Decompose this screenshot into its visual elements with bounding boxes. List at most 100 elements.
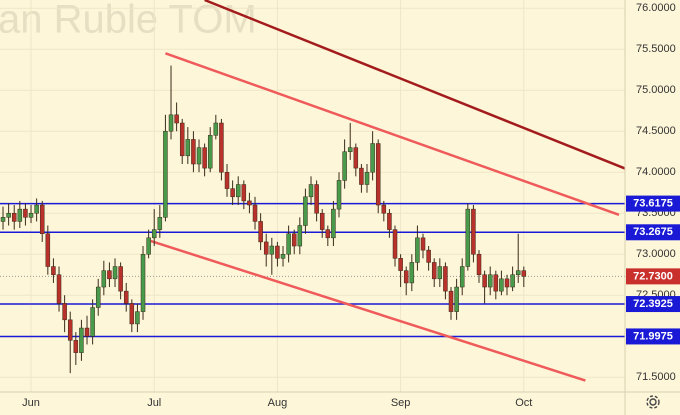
candle-body (443, 266, 448, 292)
candle-body (168, 114, 174, 132)
candle-body (314, 184, 319, 214)
candle-body (471, 208, 476, 255)
candle-body (448, 290, 454, 312)
price-tag (626, 328, 680, 345)
candle-body (336, 180, 342, 210)
candle-body (62, 303, 67, 321)
candle-body (286, 233, 291, 255)
price-tag-label: 72.3925 (633, 298, 673, 310)
candle-body (101, 270, 107, 288)
candle-body (303, 196, 308, 226)
settings-icon[interactable] (646, 395, 660, 409)
price-tag (626, 195, 680, 212)
candle-body (252, 204, 258, 222)
candle-body (11, 212, 17, 222)
candle-body (370, 143, 375, 173)
candle-body (487, 274, 493, 288)
candle-body (398, 258, 403, 271)
price-tag-label: 71.9975 (633, 330, 673, 342)
candle-body (39, 204, 45, 234)
candle-body (258, 221, 263, 243)
candle-body (342, 151, 347, 181)
candle-body (67, 319, 73, 341)
candle-body (325, 229, 331, 239)
candle-body (179, 122, 185, 157)
price-tag-label: 73.2675 (633, 226, 673, 238)
candle-body (56, 274, 62, 304)
candle-body (0, 217, 6, 222)
price-tag (626, 224, 680, 241)
watermark: an Ruble TOM (0, 0, 257, 42)
candle-body (17, 208, 23, 222)
candle-body (493, 274, 499, 292)
candle-body (140, 253, 146, 312)
trend-line (148, 239, 586, 382)
candle-body (454, 286, 459, 312)
candle-body (353, 147, 359, 169)
candle-body (191, 139, 196, 165)
candle-body (515, 270, 521, 275)
candle-body (431, 262, 437, 280)
candle-body (213, 122, 219, 136)
candle-body (135, 311, 140, 325)
candle-body (347, 147, 353, 152)
x-tick-label: Jul (147, 397, 161, 409)
price-tag (626, 268, 680, 285)
candle-body (319, 212, 325, 230)
candle-body (230, 188, 235, 198)
candle-body (409, 262, 415, 284)
candle-body (107, 270, 112, 280)
axes: 71.500072.000072.500073.000073.500074.00… (22, 2, 680, 409)
price-tag-label: 72.7300 (633, 270, 673, 282)
candle-body (45, 233, 51, 267)
candle-body (308, 184, 314, 198)
candle-body (207, 135, 213, 169)
candle-body (263, 241, 269, 255)
candle-body (235, 184, 241, 198)
y-tick-label: 73.0000 (636, 248, 676, 260)
candle-body (381, 204, 387, 214)
candle-body (415, 237, 420, 263)
candle-body (465, 208, 471, 267)
candle-body (476, 253, 482, 275)
candle-body (499, 278, 504, 292)
candle-body (151, 229, 157, 239)
x-tick-label: Jun (22, 397, 40, 409)
candle-body (174, 114, 179, 124)
candle-body (387, 212, 392, 230)
candle-body (73, 340, 79, 353)
candle-body (219, 122, 224, 173)
candle-body (95, 286, 101, 308)
candle-body (420, 237, 426, 251)
candle-body (146, 237, 151, 255)
candle-body (34, 204, 39, 214)
candle-body (426, 249, 431, 263)
candle-body (275, 245, 280, 259)
candle-body (90, 307, 95, 337)
x-tick-label: Aug (268, 397, 288, 409)
y-tick-label: 75.5000 (636, 43, 676, 55)
candle-body (118, 266, 123, 292)
candle-body (51, 266, 56, 275)
candle-body (364, 171, 370, 185)
y-tick-label: 75.0000 (636, 84, 676, 96)
price-tag-label: 73.6175 (633, 197, 673, 209)
y-tick-label: 76.0000 (636, 2, 676, 14)
trend-line (165, 52, 620, 217)
candle-body (510, 274, 515, 288)
candle-body (23, 208, 28, 218)
candle-body (280, 253, 286, 259)
candle-body (196, 147, 202, 165)
candle-body (482, 274, 487, 288)
candle-body (129, 303, 135, 325)
candle-body (79, 327, 84, 353)
candle-body (6, 212, 11, 218)
x-tick-label: Sep (391, 397, 411, 409)
candle-body (403, 270, 409, 284)
candle-body (28, 212, 34, 218)
plot-area (0, 0, 625, 392)
candle-body (241, 184, 247, 202)
x-tick-label: Oct (515, 397, 532, 409)
candle-body (459, 266, 465, 288)
